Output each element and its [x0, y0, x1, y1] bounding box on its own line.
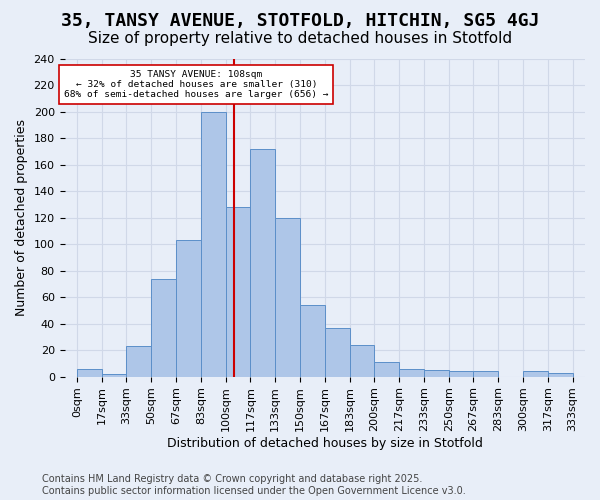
Text: 35 TANSY AVENUE: 108sqm
← 32% of detached houses are smaller (310)
68% of semi-d: 35 TANSY AVENUE: 108sqm ← 32% of detache…: [64, 70, 329, 100]
Bar: [127, 346, 151, 376]
Bar: [102, 374, 127, 376]
Bar: [449, 372, 473, 376]
Bar: [374, 362, 399, 376]
Bar: [548, 373, 572, 376]
Bar: [325, 328, 350, 376]
Y-axis label: Number of detached properties: Number of detached properties: [15, 120, 28, 316]
Text: 35, TANSY AVENUE, STOTFOLD, HITCHIN, SG5 4GJ: 35, TANSY AVENUE, STOTFOLD, HITCHIN, SG5…: [61, 12, 539, 30]
Bar: [201, 112, 226, 376]
Bar: [424, 370, 449, 376]
Bar: [77, 369, 102, 376]
Bar: [350, 345, 374, 376]
Text: Size of property relative to detached houses in Stotfold: Size of property relative to detached ho…: [88, 31, 512, 46]
Bar: [176, 240, 201, 376]
Bar: [226, 208, 250, 376]
X-axis label: Distribution of detached houses by size in Stotfold: Distribution of detached houses by size …: [167, 437, 483, 450]
Bar: [275, 218, 300, 376]
Bar: [523, 372, 548, 376]
Bar: [473, 372, 498, 376]
Bar: [250, 149, 275, 376]
Bar: [399, 369, 424, 376]
Bar: [300, 305, 325, 376]
Bar: [151, 279, 176, 376]
Text: Contains HM Land Registry data © Crown copyright and database right 2025.
Contai: Contains HM Land Registry data © Crown c…: [42, 474, 466, 496]
